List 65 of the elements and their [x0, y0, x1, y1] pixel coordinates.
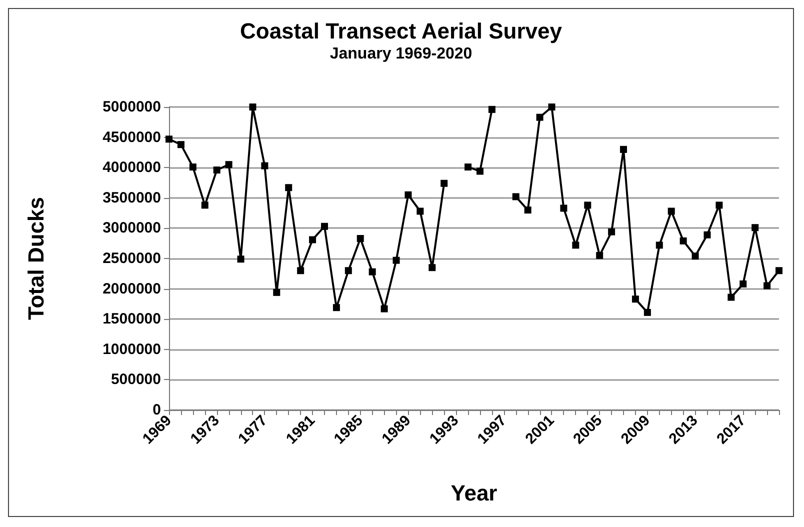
- point: [201, 202, 208, 209]
- point: [692, 252, 699, 260]
- point: [392, 256, 400, 264]
- point: [464, 163, 472, 170]
- point: [716, 202, 723, 209]
- y-tick-label: 3500000: [102, 189, 161, 206]
- point: [620, 146, 628, 153]
- point: [237, 256, 244, 263]
- point: [488, 106, 496, 113]
- y-tick-label: 4500000: [102, 128, 161, 146]
- y-tick-label: 500000: [110, 371, 161, 388]
- point: [428, 264, 436, 272]
- y-axis-title: Total Ducks: [24, 196, 48, 320]
- point: [776, 267, 782, 274]
- point: [320, 222, 328, 230]
- point: [596, 252, 604, 259]
- point: [356, 235, 364, 242]
- point: [764, 282, 771, 290]
- point: [680, 237, 687, 244]
- point: [297, 267, 304, 274]
- y-tick-label: 4000000: [102, 159, 161, 176]
- x-axis-title: Year: [450, 480, 498, 506]
- point: [404, 191, 412, 198]
- point: [740, 280, 747, 288]
- point: [285, 184, 292, 192]
- y-tick-label: 0: [152, 402, 161, 418]
- point: [273, 288, 280, 296]
- point: [440, 180, 448, 187]
- point: [644, 308, 651, 316]
- point: [572, 242, 580, 249]
- point: [704, 231, 711, 238]
- point: [368, 268, 376, 276]
- point: [524, 206, 532, 214]
- point: [476, 168, 484, 175]
- y-tick-label: 2500000: [102, 250, 161, 267]
- point: [380, 305, 388, 312]
- point: [536, 114, 544, 121]
- point: [177, 141, 184, 148]
- y-tick-label: 3000000: [102, 220, 161, 237]
- y-tick-label: 5000000: [102, 98, 161, 116]
- point: [632, 296, 639, 303]
- point: [249, 104, 256, 110]
- point: [166, 136, 172, 143]
- chart-title: Coastal Transect Aerial Survey: [240, 18, 563, 44]
- point: [668, 208, 675, 215]
- point: [189, 163, 196, 170]
- point: [728, 294, 735, 301]
- chart-subtitle: January 1969-2020: [330, 46, 472, 62]
- point: [512, 193, 520, 200]
- y-tick-label: 2000000: [102, 280, 161, 298]
- point: [608, 228, 616, 236]
- y-tick-label: 1000000: [102, 340, 161, 358]
- point: [560, 204, 568, 212]
- point: [656, 242, 663, 249]
- point: [344, 267, 352, 274]
- point: [416, 208, 424, 215]
- point: [213, 166, 220, 174]
- point: [584, 202, 592, 209]
- point: [261, 162, 268, 170]
- point: [548, 104, 556, 110]
- point: [225, 161, 232, 168]
- point: [332, 304, 340, 312]
- point: [309, 236, 316, 244]
- y-tick-label: 1500000: [102, 310, 161, 328]
- point: [752, 224, 759, 232]
